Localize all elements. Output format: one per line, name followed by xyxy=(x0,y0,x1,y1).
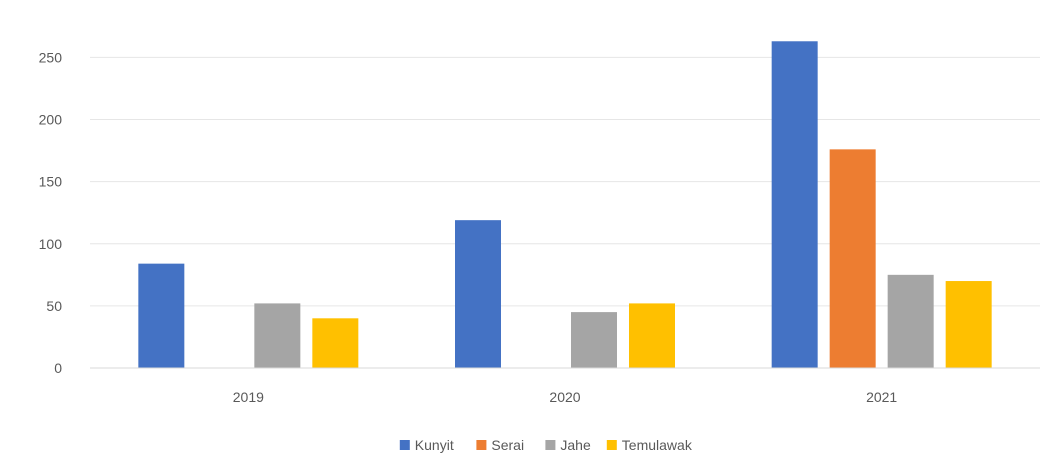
bar-jahe-2020 xyxy=(571,312,617,368)
bar-jahe-2019 xyxy=(254,303,301,368)
bar-temulawak-2020 xyxy=(629,303,675,368)
y-tick-label: 50 xyxy=(46,298,62,314)
legend-label-temulawak: Temulawak xyxy=(622,437,693,453)
y-axis-ticks: 0 50 100 150 200 250 xyxy=(39,49,63,376)
y-tick-label: 0 xyxy=(54,360,62,376)
gridlines xyxy=(90,56,1040,307)
bars xyxy=(138,41,992,369)
y-tick-label: 200 xyxy=(39,112,63,128)
legend-swatch-temulawak xyxy=(606,440,617,450)
y-tick-label: 250 xyxy=(39,49,63,65)
bar-serai-2021 xyxy=(829,149,876,368)
y-tick-label: 150 xyxy=(39,174,63,190)
legend-label-kunyit: Kunyit xyxy=(415,437,454,453)
legend-swatch-serai xyxy=(476,440,487,450)
legend-swatch-jahe xyxy=(545,440,556,450)
legend-swatch-kunyit xyxy=(399,440,410,450)
bar-temulawak-2019 xyxy=(312,318,359,368)
bar-jahe-2021 xyxy=(887,274,934,368)
x-tick-label: 2021 xyxy=(866,389,897,405)
x-axis-ticks: 2019 2020 2021 xyxy=(233,389,898,405)
bar-kunyit-2019 xyxy=(138,263,185,368)
bar-kunyit-2021 xyxy=(771,41,818,369)
legend: Kunyit Serai Jahe Temulawak xyxy=(399,437,693,453)
x-tick-label: 2020 xyxy=(549,389,580,405)
legend-label-jahe: Jahe xyxy=(560,437,591,453)
x-tick-label: 2019 xyxy=(233,389,264,405)
bar-kunyit-2020 xyxy=(455,220,501,368)
bar-temulawak-2021 xyxy=(945,281,992,368)
legend-label-serai: Serai xyxy=(491,437,524,453)
y-tick-label: 100 xyxy=(39,236,63,252)
